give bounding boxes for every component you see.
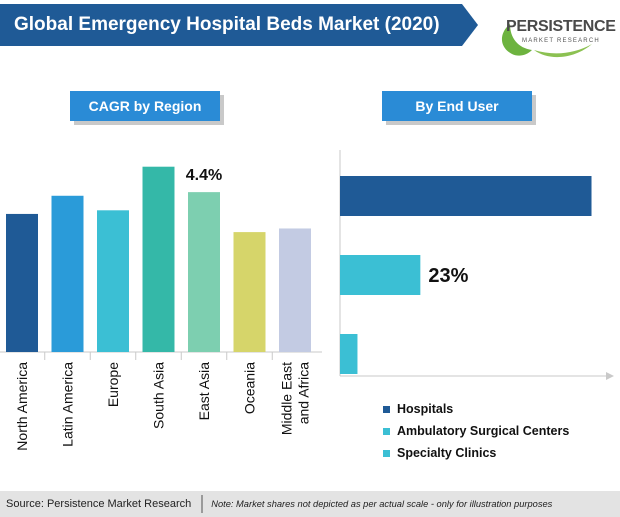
tick-label-north-america: North America (14, 362, 30, 451)
bar-specialty-clinics (340, 334, 358, 374)
bar-north-america (6, 213, 38, 352)
bar-latin-america (51, 195, 84, 352)
bar-ambulatory-surgical-centers (340, 255, 421, 295)
data-label-east-asia: 4.4% (186, 167, 222, 184)
tick-label-east-asia: East Asia (196, 362, 212, 421)
legend-label: Ambulatory Surgical Centers (397, 424, 570, 438)
bar-east-asia (188, 192, 220, 352)
logo-name: PERSISTENCE (506, 18, 616, 35)
section-label-end-user: By End User (382, 91, 532, 121)
bar-south-asia (142, 166, 175, 352)
legend-label: Hospitals (397, 402, 454, 416)
footer-note: Note: Market shares not depicted as per … (211, 499, 553, 509)
section-label-region: CAGR by Region (70, 91, 220, 121)
tick-label-europe: Europe (105, 362, 121, 407)
legend-swatch (383, 449, 390, 457)
tick-label-south-asia: South Asia (151, 362, 167, 429)
legend-label: Specialty Clinics (397, 446, 497, 460)
legend-swatch (383, 427, 390, 435)
bar-oceania (233, 232, 266, 352)
tick-label-middle-east-and-africa-2: and Africa (296, 362, 312, 424)
logo: PERSISTENCE MARKET RESEARCH (488, 4, 616, 66)
tick-label-latin-america: Latin America (60, 362, 76, 447)
title-banner: Global Emergency Hospital Beds Market (2… (0, 4, 478, 46)
end-user-legend: Hospitals Ambulatory Surgical Centers Spec… (383, 398, 569, 464)
legend-item-specialty-clinics: Specialty Clinics (383, 442, 569, 464)
data-label-ambulatory-surgical-centers: 23% (428, 265, 468, 287)
chart-title: Global Emergency Hospital Beds Market (2… (14, 14, 440, 35)
tick-label-oceania: Oceania (242, 362, 258, 414)
legend-item-hospitals: Hospitals (383, 398, 569, 420)
axis-arrow-icon (606, 372, 614, 380)
footer-divider (201, 495, 204, 513)
legend-item-ambulatory-surgical-centers: Ambulatory Surgical Centers (383, 420, 569, 442)
bar-europe (97, 210, 129, 352)
logo-leaf-icon (501, 24, 592, 58)
tick-label-middle-east-and-africa-1: Middle East (279, 362, 295, 435)
footer-source: Source: Persistence Market Research (6, 498, 192, 510)
footer: Source: Persistence Market Research Note… (0, 491, 620, 517)
logo-subtitle: MARKET RESEARCH (522, 38, 600, 44)
bar-middle-east-and-africa (279, 228, 311, 352)
bar-hospitals (340, 176, 592, 216)
legend-swatch (383, 405, 390, 413)
